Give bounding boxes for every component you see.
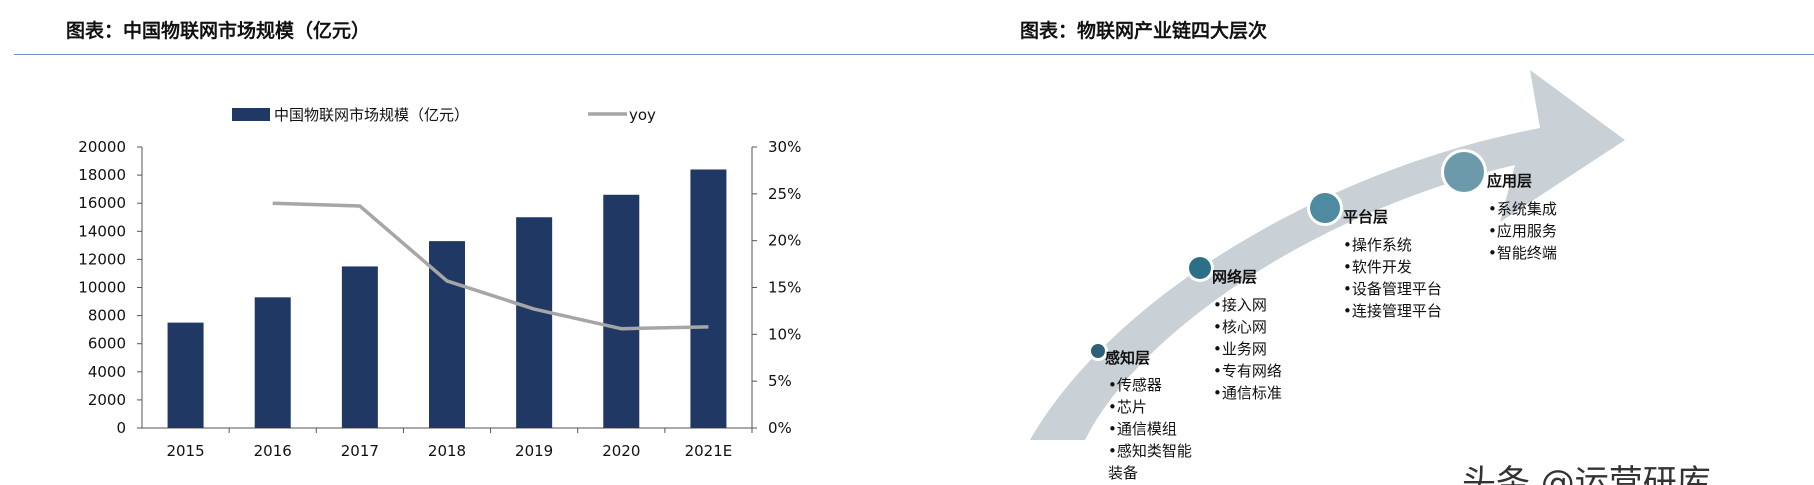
layer-item: •连接管理平台: [1343, 302, 1442, 320]
bar: [254, 297, 291, 428]
header-divider: [14, 54, 1814, 55]
layer-title: 平台层: [1343, 208, 1388, 226]
layer-item: •芯片: [1108, 398, 1147, 416]
layer-node: [1310, 193, 1340, 223]
bar-series: [167, 169, 727, 429]
layer-item: •业务网: [1213, 340, 1267, 358]
layer-node: [1189, 257, 1211, 279]
right-tick-label: 0%: [768, 419, 792, 437]
layer-group: 应用层 •系统集成 •应用服务 •智能终端: [1441, 149, 1557, 262]
layer-title: 网络层: [1212, 268, 1257, 286]
left-tick-label: 6000: [88, 335, 126, 353]
legend-bar-swatch: [232, 108, 270, 121]
bar: [690, 169, 727, 429]
left-tick-label: 20000: [78, 138, 126, 156]
x-tick-label: 2018: [428, 442, 466, 460]
layer-item: •接入网: [1213, 296, 1267, 314]
left-tick-label: 8000: [88, 307, 126, 325]
watermark-text: 头条 @运营研库: [1462, 463, 1711, 485]
layer-item: 装备: [1108, 464, 1138, 482]
yoy-line: [272, 201, 709, 331]
layer-item: •通信标准: [1213, 384, 1282, 402]
bar: [516, 217, 553, 428]
x-tick-label: 2017: [341, 442, 379, 460]
layer-item: •核心网: [1213, 318, 1267, 336]
right-tick-label: 25%: [768, 185, 801, 203]
layer-group: 网络层 •接入网 •核心网 •业务网 •专有网络 •通信标准: [1186, 254, 1282, 402]
legend-bar-label: 中国物联网市场规模（亿元）: [274, 106, 469, 124]
layer-node: [1444, 152, 1484, 192]
layer-item: •应用服务: [1488, 222, 1557, 240]
right-tick-label: 30%: [768, 138, 801, 156]
x-tick-label: 2015: [166, 442, 204, 460]
x-tick-label: 2020: [602, 442, 640, 460]
layer-item: •设备管理平台: [1343, 280, 1442, 298]
layer-title: 应用层: [1487, 172, 1532, 190]
layer-item: •感知类智能: [1108, 442, 1192, 460]
left-panel-title: 图表：中国物联网市场规模（亿元）: [66, 20, 371, 42]
left-tick-label: 16000: [78, 194, 126, 212]
left-tick-label: 18000: [78, 166, 126, 184]
right-panel-title: 图表：物联网产业链四大层次: [1020, 20, 1268, 42]
left-tick-label: 14000: [78, 222, 126, 240]
right-tick-label: 10%: [768, 325, 801, 343]
layer-item: •传感器: [1108, 376, 1162, 394]
x-tick-label: 2021E: [685, 442, 733, 460]
bar: [603, 194, 640, 428]
layer-title: 感知层: [1105, 349, 1150, 367]
yoy-line-series: [272, 201, 709, 331]
x-tick-label: 2019: [515, 442, 553, 460]
left-tick-label: 10000: [78, 279, 126, 297]
right-tick-label: 15%: [768, 279, 801, 297]
right-tick-label: 20%: [768, 232, 801, 250]
legend-line-label: yoy: [629, 106, 656, 124]
layer-item: •通信模组: [1108, 420, 1177, 438]
layer-item: •软件开发: [1343, 258, 1412, 276]
left-tick-label: 12000: [78, 250, 126, 268]
x-tick-label: 2016: [254, 442, 292, 460]
chart-legend: 中国物联网市场规模（亿元） yoy: [232, 106, 656, 124]
layer-item: •操作系统: [1343, 236, 1412, 254]
bar: [167, 322, 204, 428]
right-tick-label: 5%: [768, 372, 792, 390]
layer-item: •专有网络: [1213, 362, 1282, 380]
bar: [341, 266, 378, 428]
left-tick-label: 4000: [88, 363, 126, 381]
layer-group: 平台层 •操作系统 •软件开发 •设备管理平台 •连接管理平台: [1307, 190, 1442, 320]
layer-item: •智能终端: [1488, 244, 1557, 262]
layer-node: [1091, 344, 1105, 358]
left-tick-label: 0: [116, 419, 126, 437]
layer-item: •系统集成: [1488, 200, 1557, 218]
left-tick-label: 2000: [88, 391, 126, 409]
chart-axes: 0 2000 4000 6000 8000 10000 12000 14000 16000 180…: [78, 138, 801, 460]
